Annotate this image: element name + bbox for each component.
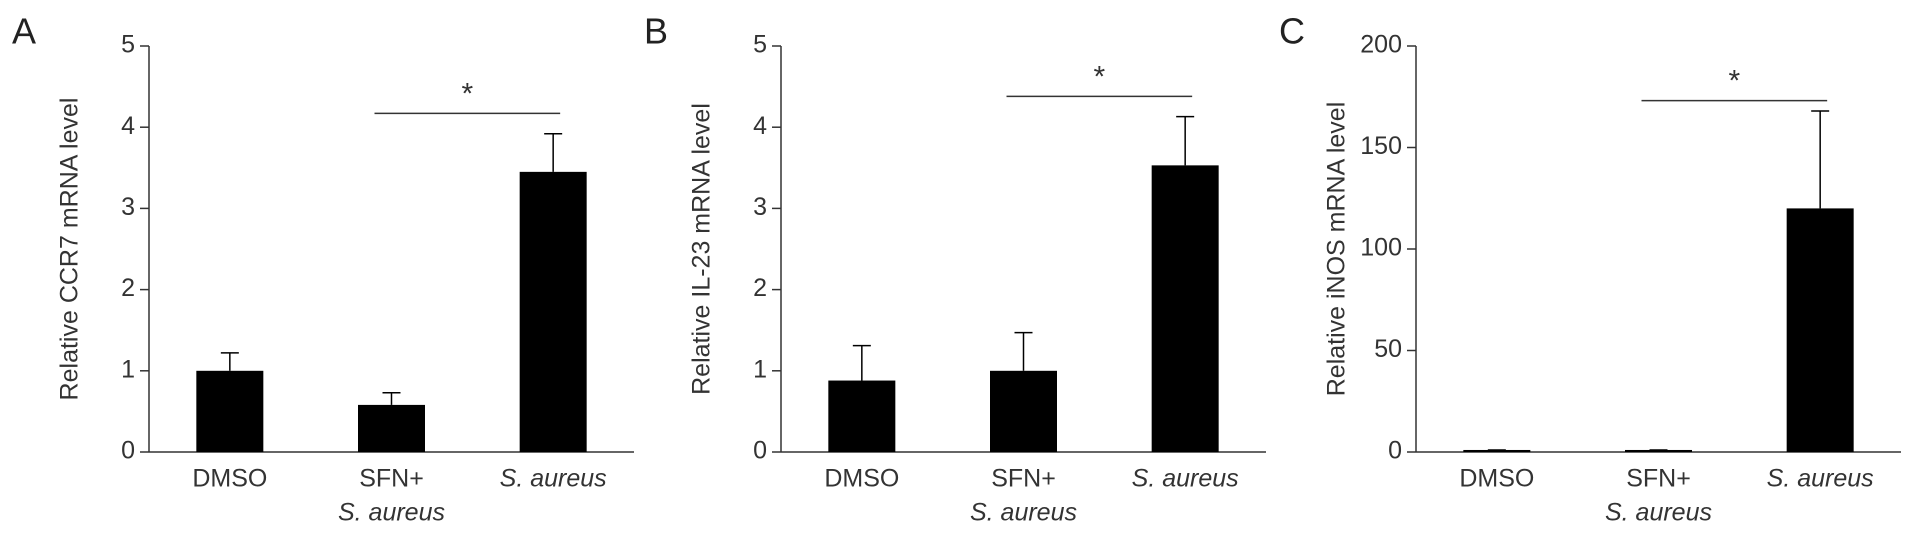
- y-tick-label: 1: [753, 355, 767, 383]
- bar: [519, 171, 587, 453]
- y-axis-label: Relative CCR7 mRNA level: [56, 98, 84, 401]
- bar: [1625, 449, 1692, 452]
- y-tick-label: 5: [753, 31, 767, 59]
- x-tick-label: DMSO: [192, 465, 267, 493]
- significance-mark: *: [461, 77, 473, 110]
- panel-letter: A: [12, 11, 36, 52]
- x-tick-label: SFN+: [359, 465, 424, 493]
- y-tick-label: 4: [753, 112, 767, 140]
- bar: [358, 404, 425, 452]
- x-tick-label: S. aureus: [1767, 465, 1874, 493]
- bar: [1151, 165, 1219, 452]
- y-tick-label: 150: [1360, 132, 1402, 160]
- bar: [990, 370, 1057, 452]
- significance-mark: *: [1728, 65, 1740, 98]
- y-tick-label: 0: [121, 437, 135, 465]
- y-tick-label: 1: [121, 355, 135, 383]
- y-tick-label: 3: [753, 193, 767, 221]
- x-tick-label: DMSO: [1459, 465, 1534, 493]
- y-axis-label: Relative IL-23 mRNA level: [688, 103, 716, 395]
- x-tick-label: SFN+: [991, 465, 1056, 493]
- bar: [828, 380, 896, 452]
- bar: [196, 370, 264, 452]
- y-tick-label: 100: [1360, 234, 1402, 262]
- x-tick-label: S. aureus: [970, 499, 1077, 527]
- bar: [1463, 449, 1531, 452]
- x-tick-label: DMSO: [824, 465, 899, 493]
- y-tick-label: 2: [121, 274, 135, 302]
- y-tick-label: 4: [121, 112, 135, 140]
- x-tick-label: S. aureus: [338, 499, 445, 527]
- panel-letter: C: [1279, 11, 1305, 52]
- y-tick-label: 5: [121, 31, 135, 59]
- y-tick-label: 0: [1388, 437, 1402, 465]
- y-tick-label: 50: [1374, 335, 1402, 363]
- x-tick-label: S. aureus: [1605, 499, 1712, 527]
- bar: [1786, 208, 1854, 452]
- x-tick-label: S. aureus: [1132, 465, 1239, 493]
- y-axis-label: Relative iNOS mRNA level: [1323, 102, 1351, 397]
- y-tick-label: 2: [753, 274, 767, 302]
- significance-mark: *: [1093, 60, 1105, 93]
- x-tick-label: SFN+: [1626, 465, 1691, 493]
- x-tick-label: S. aureus: [500, 465, 607, 493]
- panel-letter: B: [644, 11, 668, 52]
- y-tick-label: 200: [1360, 31, 1402, 59]
- y-tick-label: 0: [753, 437, 767, 465]
- y-tick-label: 3: [121, 193, 135, 221]
